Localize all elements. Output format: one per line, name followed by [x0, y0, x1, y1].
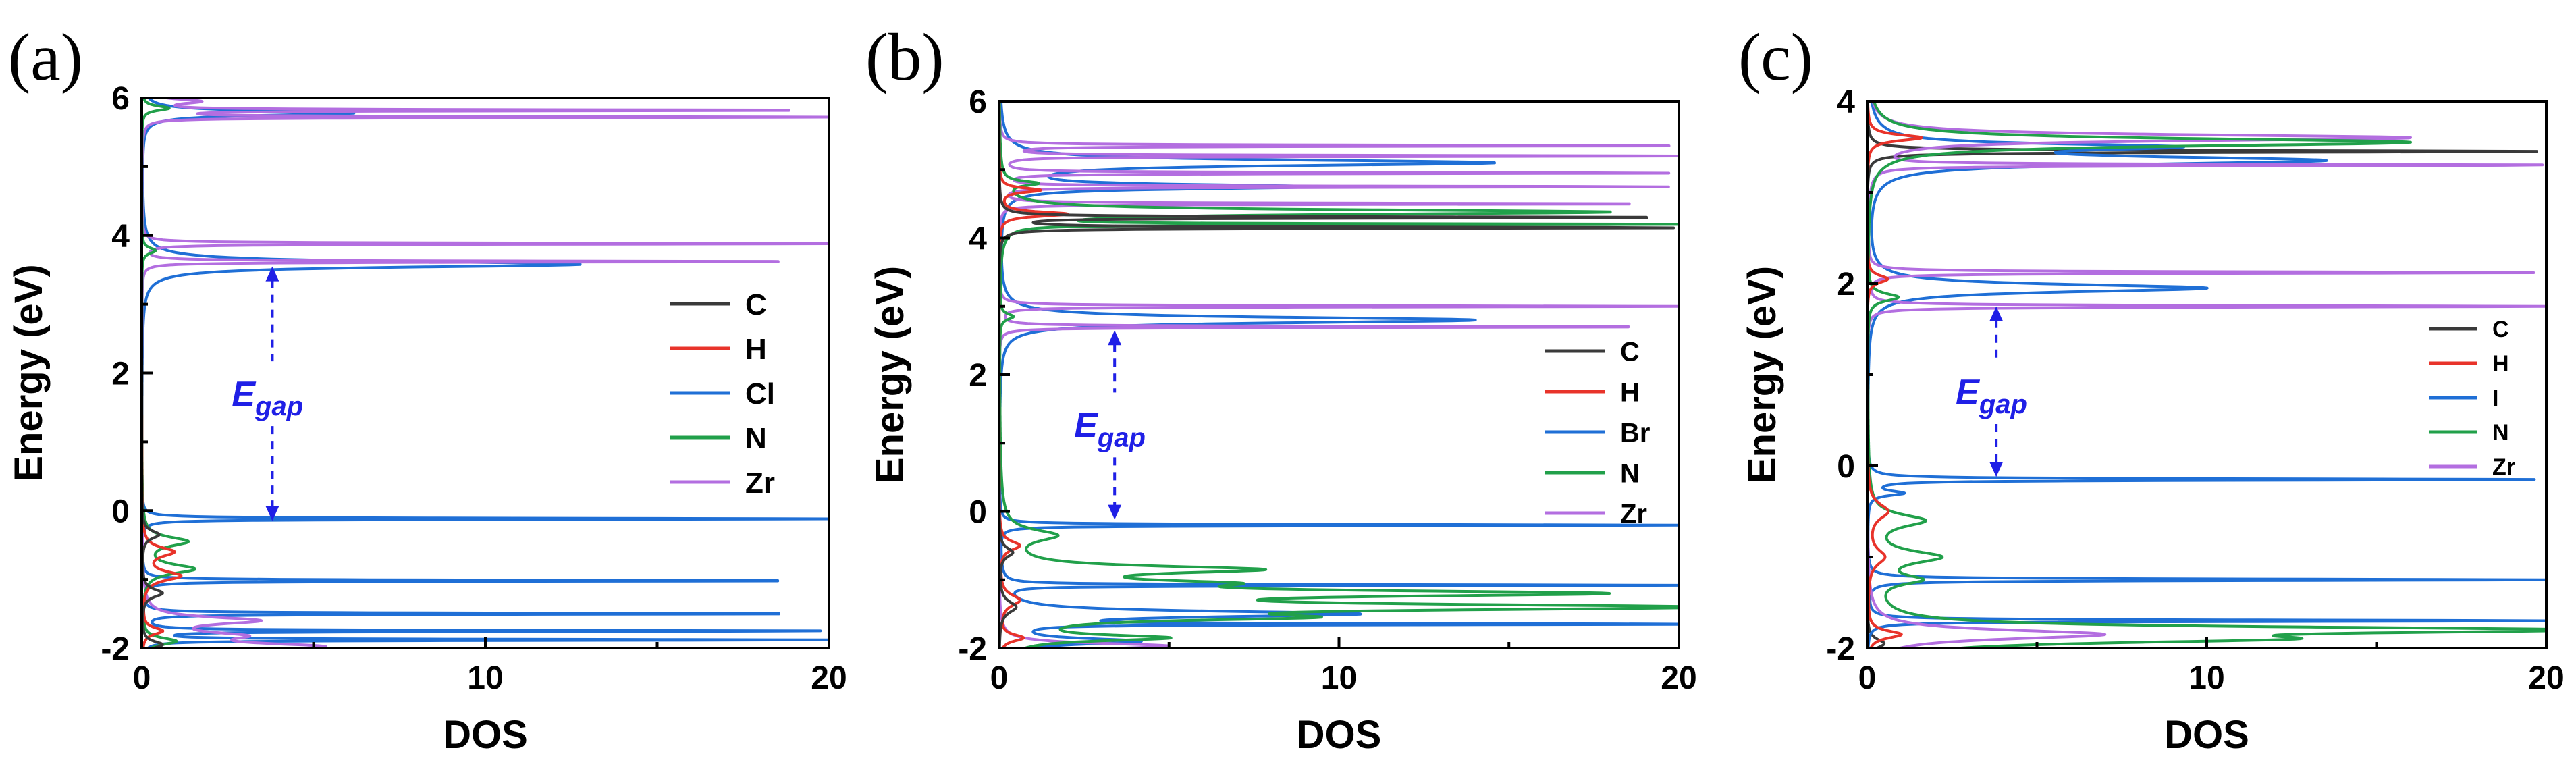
- plot-frame: [140, 97, 830, 649]
- y-tick-label: 2: [969, 358, 987, 394]
- y-tick-label: 6: [111, 81, 130, 117]
- y-axis-title: Energy (eV): [868, 266, 912, 483]
- x-tick-label: 0: [1858, 660, 1877, 696]
- legend-label: I: [2492, 386, 2498, 411]
- legend-label: N: [1620, 458, 1640, 488]
- dos-series-br: [999, 101, 1679, 648]
- x-tick-label: 20: [1661, 660, 1696, 696]
- legend-label: H: [2492, 351, 2509, 377]
- panel-label: (b): [865, 20, 944, 95]
- egap-arrowhead-up: [1989, 306, 2004, 321]
- dos-series-cl: [142, 98, 829, 648]
- x-axis-title: DOS: [443, 713, 528, 757]
- egap-arrowhead-up: [1108, 330, 1122, 346]
- y-tick-label: -2: [101, 631, 130, 667]
- y-tick-label: 4: [111, 219, 130, 255]
- egap-annotation: Egap: [232, 266, 303, 521]
- series-group: [142, 98, 829, 648]
- x-tick-label: 0: [133, 660, 151, 696]
- y-tick-label: 6: [969, 84, 987, 120]
- egap-annotation: Egap: [1956, 306, 2027, 477]
- egap-label: Egap: [1074, 406, 1146, 452]
- egap-label: Egap: [1956, 373, 2027, 419]
- legend-label: H: [745, 333, 767, 366]
- legend-label: Zr: [745, 467, 775, 500]
- y-axis-title: Energy (eV): [1740, 266, 1784, 483]
- egap-arrowhead-up: [265, 266, 279, 282]
- legend: CH Cl N Zr: [670, 288, 775, 500]
- legend-label: H: [1620, 377, 1640, 407]
- x-tick-label: 20: [811, 660, 847, 696]
- y-tick-label: 4: [969, 221, 987, 257]
- x-axis-title: DOS: [1297, 713, 1382, 757]
- y-tick-label: -2: [1826, 631, 1855, 667]
- egap-annotation: Egap: [1074, 330, 1146, 520]
- series-group: [999, 101, 1679, 648]
- x-tick-label: 10: [467, 660, 503, 696]
- x-axis-title: DOS: [2164, 713, 2249, 757]
- x-tick-label: 10: [1321, 660, 1357, 696]
- dos-series-zr: [142, 98, 829, 648]
- y-tick-label: 2: [1837, 267, 1855, 302]
- y-tick-label: 4: [1837, 84, 1855, 120]
- legend-label: C: [1620, 337, 1640, 367]
- egap-arrowhead-down: [1108, 504, 1122, 520]
- legend-label: Zr: [1620, 499, 1647, 529]
- egap-label: Egap: [232, 375, 303, 421]
- legend-label: C: [2492, 317, 2509, 342]
- legend-label: N: [745, 422, 767, 455]
- legend-label: C: [745, 288, 767, 321]
- legend: CH Br N Zr: [1545, 337, 1650, 529]
- y-axis-title: Energy (eV): [7, 264, 51, 481]
- dos-series-h: [1867, 101, 1923, 648]
- x-tick-label: 0: [990, 660, 1009, 696]
- y-tick-label: 0: [111, 494, 130, 529]
- y-tick-label: 0: [1837, 449, 1855, 485]
- legend-label: Br: [1620, 418, 1650, 448]
- x-tick-label: 10: [2189, 660, 2224, 696]
- panel-label: (c): [1738, 20, 1813, 95]
- legend-label: Cl: [745, 377, 775, 410]
- panel-label: (a): [8, 20, 83, 95]
- egap-arrowhead-down: [265, 506, 279, 521]
- legend-label: N: [2492, 420, 2509, 446]
- y-tick-label: 2: [111, 356, 130, 392]
- x-tick-label: 20: [2528, 660, 2564, 696]
- legend-label: Zr: [2492, 454, 2515, 480]
- y-tick-label: -2: [958, 631, 987, 667]
- egap-arrowhead-down: [1989, 462, 2004, 477]
- y-tick-label: 0: [969, 495, 987, 531]
